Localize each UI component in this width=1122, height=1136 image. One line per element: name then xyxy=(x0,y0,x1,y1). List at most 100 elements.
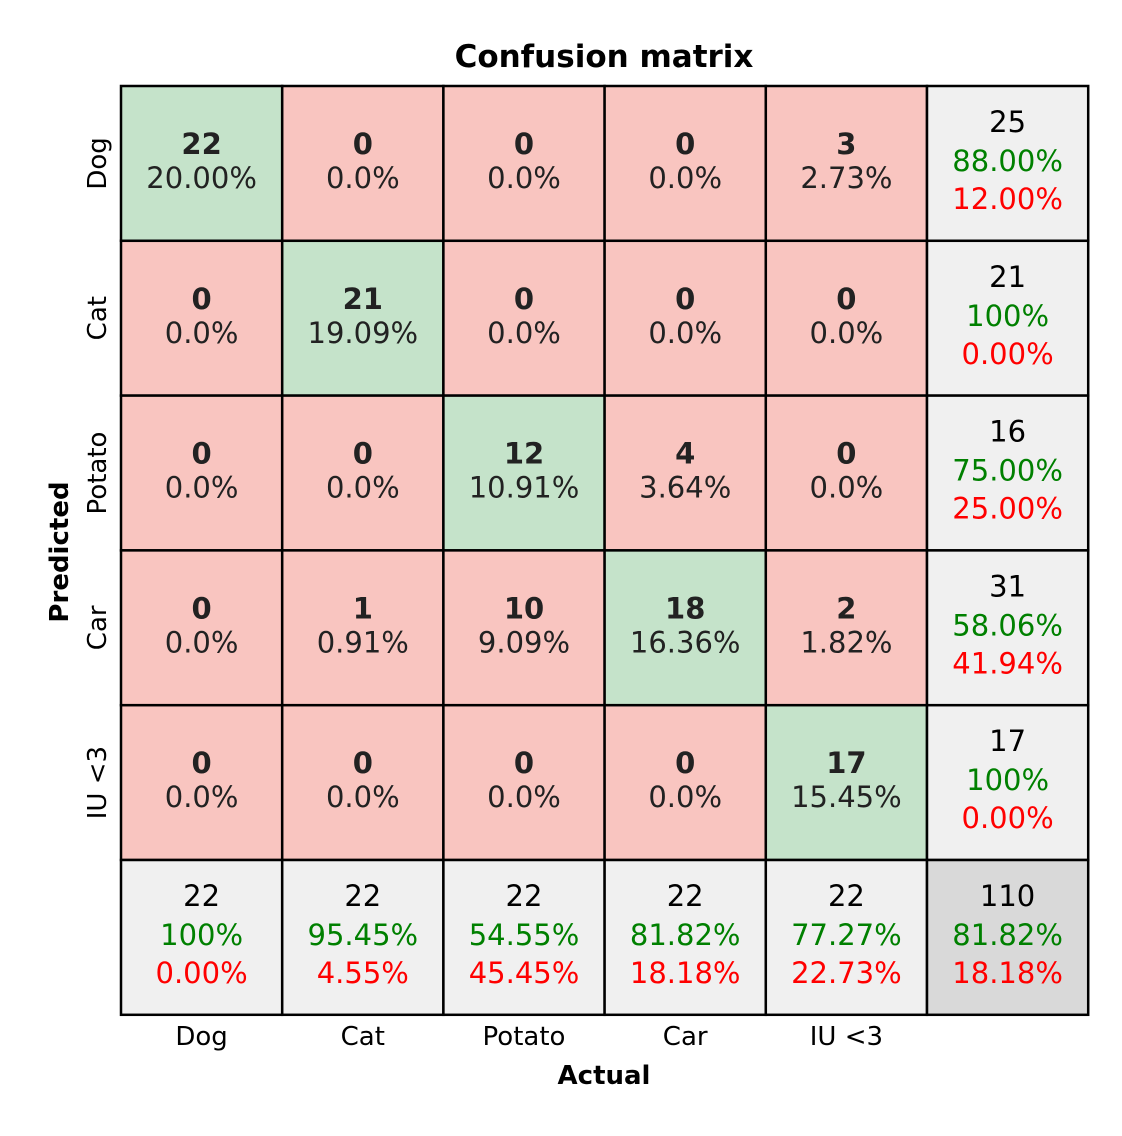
cell-percent: 0.0% xyxy=(326,471,400,505)
off-diagonal-cell xyxy=(119,239,284,397)
summary-correct-percent: 95.45% xyxy=(308,918,419,952)
diagonal-cell xyxy=(119,84,284,243)
cell-percent: 0.0% xyxy=(648,780,722,814)
x-tick-label: Dog xyxy=(175,1022,227,1052)
cell-count: 22 xyxy=(181,127,221,161)
cell-percent: 0.0% xyxy=(487,316,561,350)
cell-percent: 10.91% xyxy=(469,471,580,505)
cell-percent: 19.09% xyxy=(308,316,419,350)
summary-total: 22 xyxy=(506,879,543,913)
cell-count: 0 xyxy=(675,127,695,161)
summary-correct-percent: 81.82% xyxy=(952,918,1063,952)
off-diagonal-cell xyxy=(280,703,445,862)
cell-percent: 1.82% xyxy=(800,625,892,659)
x-tick-label: Cat xyxy=(341,1022,385,1052)
cell-percent: 15.45% xyxy=(791,780,902,814)
x-tick-label: Car xyxy=(663,1022,708,1052)
cell-percent: 0.0% xyxy=(487,161,561,195)
cell-percent: 0.0% xyxy=(326,161,400,195)
cell-count: 18 xyxy=(665,591,705,625)
x-tick-label: Potato xyxy=(483,1022,566,1052)
off-diagonal-cell xyxy=(442,703,606,862)
summary-correct-percent: 77.27% xyxy=(791,918,902,952)
y-tick-label: Potato xyxy=(83,432,113,515)
summary-wrong-percent: 18.18% xyxy=(630,956,741,990)
cell-percent: 0.0% xyxy=(648,316,722,350)
row-summary-cell xyxy=(925,549,1090,707)
cell-count: 0 xyxy=(353,127,373,161)
cell-percent: 2.73% xyxy=(800,161,892,195)
column-summary-cell xyxy=(764,858,929,1017)
cell-count: 10 xyxy=(504,591,544,625)
off-diagonal-cell xyxy=(603,84,768,243)
summary-wrong-percent: 41.94% xyxy=(952,646,1063,680)
cell-percent: 0.0% xyxy=(165,780,239,814)
row-summary-cell xyxy=(925,239,1090,397)
summary-total: 17 xyxy=(989,724,1026,758)
cell-count: 0 xyxy=(192,437,212,471)
summary-wrong-percent: 12.00% xyxy=(952,182,1063,216)
off-diagonal-cell xyxy=(764,239,929,397)
cell-percent: 16.36% xyxy=(630,625,741,659)
off-diagonal-cell xyxy=(280,394,445,552)
cell-percent: 0.91% xyxy=(317,625,409,659)
off-diagonal-cell xyxy=(280,84,445,243)
cell-count: 21 xyxy=(343,282,383,316)
off-diagonal-cell xyxy=(119,549,284,707)
y-tick-labels: Dog Cat Potato Car IU <3 xyxy=(83,137,113,819)
cell-percent: 0.0% xyxy=(165,316,239,350)
matrix-cells: 2220.00%00.0%00.0%00.0%32.73%00.0%2119.0… xyxy=(119,84,1090,1017)
row-summary-cell xyxy=(925,394,1090,552)
cell-count: 1 xyxy=(353,591,373,625)
x-axis-label: Actual xyxy=(558,1061,651,1091)
summary-total: 110 xyxy=(980,879,1035,913)
summary-correct-percent: 100% xyxy=(966,763,1049,797)
cell-count: 0 xyxy=(514,127,534,161)
cell-count: 0 xyxy=(192,746,212,780)
off-diagonal-cell xyxy=(119,703,284,862)
cell-count: 3 xyxy=(836,127,856,161)
cell-percent: 0.0% xyxy=(326,780,400,814)
row-summary-cell xyxy=(925,703,1090,862)
cell-percent: 0.0% xyxy=(810,471,884,505)
y-axis-label: Predicted xyxy=(45,481,75,622)
cell-percent: 9.09% xyxy=(478,625,570,659)
summary-total: 31 xyxy=(989,569,1026,603)
cell-percent: 0.0% xyxy=(648,161,722,195)
summary-correct-percent: 100% xyxy=(966,299,1049,333)
cell-count: 0 xyxy=(836,437,856,471)
cell-count: 17 xyxy=(826,746,866,780)
summary-total: 21 xyxy=(989,260,1026,294)
summary-wrong-percent: 45.45% xyxy=(469,956,580,990)
summary-wrong-percent: 0.00% xyxy=(962,801,1054,835)
column-summary-cell xyxy=(603,858,768,1017)
summary-correct-percent: 100% xyxy=(160,918,243,952)
summary-correct-percent: 54.55% xyxy=(469,918,580,952)
summary-wrong-percent: 22.73% xyxy=(791,956,902,990)
off-diagonal-cell xyxy=(603,394,768,552)
chart-title: Confusion matrix xyxy=(455,39,754,75)
summary-wrong-percent: 0.00% xyxy=(156,956,248,990)
y-tick-label: Dog xyxy=(83,137,113,189)
y-tick-label: Cat xyxy=(83,296,113,340)
cell-count: 0 xyxy=(353,437,373,471)
summary-wrong-percent: 25.00% xyxy=(952,492,1063,526)
diagonal-cell xyxy=(603,549,768,707)
cell-count: 0 xyxy=(675,282,695,316)
cell-count: 4 xyxy=(675,437,695,471)
x-tick-label: IU <3 xyxy=(810,1022,883,1052)
overall-summary-cell xyxy=(925,858,1090,1017)
x-tick-labels: Dog Cat Potato Car IU <3 xyxy=(175,1022,883,1052)
y-tick-label: Car xyxy=(83,605,113,650)
cell-percent: 20.00% xyxy=(146,161,257,195)
cell-percent: 3.64% xyxy=(639,471,731,505)
cell-count: 0 xyxy=(353,746,373,780)
cell-percent: 0.0% xyxy=(810,316,884,350)
summary-correct-percent: 88.00% xyxy=(952,144,1063,178)
summary-correct-percent: 75.00% xyxy=(952,454,1063,488)
cell-count: 0 xyxy=(514,282,534,316)
cell-count: 0 xyxy=(514,746,534,780)
y-tick-label: IU <3 xyxy=(83,746,113,819)
summary-total: 16 xyxy=(989,415,1026,449)
